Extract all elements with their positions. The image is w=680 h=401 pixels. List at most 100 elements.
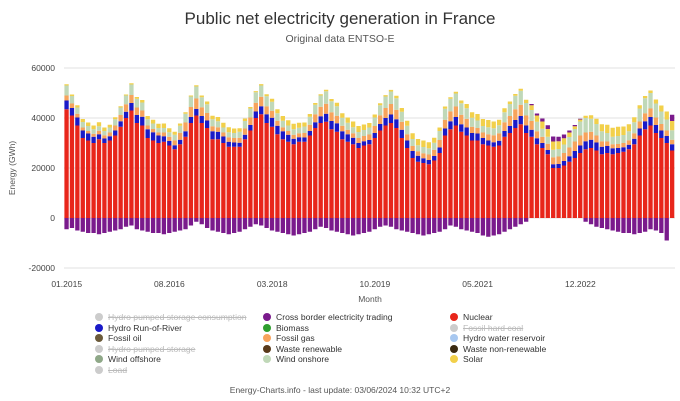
bar-segment[interactable]	[232, 133, 237, 138]
legend-item[interactable]: Solar	[450, 354, 483, 364]
bar-segment[interactable]	[426, 160, 431, 165]
bar-segment[interactable]	[415, 139, 421, 146]
bar-segment[interactable]	[664, 136, 669, 143]
bar-segment[interactable]	[518, 124, 523, 218]
bar-segment[interactable]	[437, 131, 442, 140]
bar-segment[interactable]	[204, 120, 210, 129]
bar-segment[interactable]	[145, 116, 150, 120]
bar-segment[interactable]	[183, 136, 188, 218]
bar-segment[interactable]	[615, 148, 621, 153]
bar-segment[interactable]	[437, 218, 442, 232]
bar-segment[interactable]	[275, 109, 280, 114]
bar-segment[interactable]	[475, 218, 480, 233]
bar-segment[interactable]	[183, 112, 188, 114]
bar-segment[interactable]	[642, 129, 648, 218]
bar-segment[interactable]	[345, 141, 350, 218]
bar-segment[interactable]	[150, 140, 156, 219]
bar-segment[interactable]	[583, 118, 588, 133]
bar-segment[interactable]	[183, 113, 188, 123]
bar-segment[interactable]	[259, 85, 264, 97]
bar-segment[interactable]	[188, 107, 194, 117]
bar-segment[interactable]	[556, 164, 561, 168]
bar-segment[interactable]	[172, 140, 177, 146]
bar-segment[interactable]	[226, 132, 231, 138]
bar-segment[interactable]	[561, 153, 567, 161]
bar-segment[interactable]	[286, 120, 291, 126]
bar-segment[interactable]	[156, 123, 161, 128]
bar-segment[interactable]	[69, 115, 75, 219]
bar-segment[interactable]	[194, 86, 199, 99]
bar-segment[interactable]	[399, 129, 404, 138]
bar-segment[interactable]	[540, 118, 545, 122]
bar-segment[interactable]	[632, 138, 637, 145]
bar-series[interactable]	[64, 83, 675, 241]
bar-segment[interactable]	[129, 218, 134, 226]
bar-segment[interactable]	[567, 156, 572, 162]
bar-segment[interactable]	[86, 133, 91, 141]
bar-segment[interactable]	[605, 218, 610, 230]
bar-segment[interactable]	[561, 161, 567, 166]
bar-segment[interactable]	[215, 131, 221, 140]
bar-segment[interactable]	[388, 104, 394, 115]
bar-segment[interactable]	[421, 158, 426, 163]
bar-segment[interactable]	[194, 109, 199, 116]
bar-segment[interactable]	[226, 141, 231, 147]
bar-segment[interactable]	[167, 128, 172, 133]
bar-segment[interactable]	[356, 148, 361, 218]
bar-segment[interactable]	[307, 116, 313, 125]
bar-segment[interactable]	[491, 146, 496, 218]
bar-segment[interactable]	[237, 128, 242, 132]
bar-segment[interactable]	[75, 105, 80, 108]
bar-segment[interactable]	[648, 90, 653, 94]
bar-segment[interactable]	[199, 97, 204, 108]
bar-segment[interactable]	[507, 133, 513, 218]
bar-segment[interactable]	[167, 136, 172, 141]
bar-segment[interactable]	[405, 125, 410, 135]
bar-segment[interactable]	[340, 113, 345, 118]
bar-segment[interactable]	[210, 218, 215, 231]
bar-segment[interactable]	[64, 109, 69, 218]
bar-segment[interactable]	[269, 98, 275, 102]
bar-segment[interactable]	[567, 147, 572, 157]
bar-segment[interactable]	[296, 133, 302, 138]
bar-segment[interactable]	[204, 101, 210, 105]
bar-segment[interactable]	[599, 218, 605, 228]
bar-segment[interactable]	[145, 218, 150, 232]
bar-segment[interactable]	[199, 218, 204, 225]
bar-segment[interactable]	[448, 111, 453, 122]
bar-segment[interactable]	[637, 135, 642, 219]
bar-segment[interactable]	[410, 218, 415, 233]
bar-segment[interactable]	[388, 89, 394, 92]
bar-segment[interactable]	[594, 218, 599, 227]
bar-segment[interactable]	[464, 127, 469, 136]
bar-segment[interactable]	[421, 218, 426, 236]
bar-segment[interactable]	[107, 136, 112, 141]
bar-segment[interactable]	[594, 142, 599, 151]
bar-segment[interactable]	[102, 218, 107, 233]
bar-segment[interactable]	[653, 218, 659, 231]
bar-segment[interactable]	[129, 83, 134, 85]
bar-segment[interactable]	[237, 218, 242, 232]
legend-item[interactable]: Hydro water reservoir	[450, 333, 545, 343]
bar-segment[interactable]	[161, 141, 167, 218]
bar-segment[interactable]	[134, 123, 139, 218]
bar-segment[interactable]	[486, 134, 491, 141]
bar-segment[interactable]	[291, 129, 296, 135]
bar-segment[interactable]	[496, 125, 502, 134]
bar-segment[interactable]	[437, 127, 442, 132]
bar-segment[interactable]	[610, 136, 615, 145]
bar-segment[interactable]	[669, 150, 675, 219]
bar-segment[interactable]	[329, 218, 334, 231]
bar-segment[interactable]	[275, 218, 280, 232]
bar-segment[interactable]	[513, 120, 518, 128]
bar-segment[interactable]	[259, 106, 264, 115]
bar-segment[interactable]	[113, 130, 118, 136]
bar-segment[interactable]	[86, 122, 91, 127]
bar-segment[interactable]	[432, 160, 437, 219]
bar-segment[interactable]	[518, 90, 523, 105]
bar-segment[interactable]	[226, 146, 231, 218]
bar-segment[interactable]	[432, 218, 437, 233]
bar-segment[interactable]	[551, 157, 556, 165]
bar-segment[interactable]	[296, 141, 302, 218]
bar-segment[interactable]	[253, 91, 258, 93]
